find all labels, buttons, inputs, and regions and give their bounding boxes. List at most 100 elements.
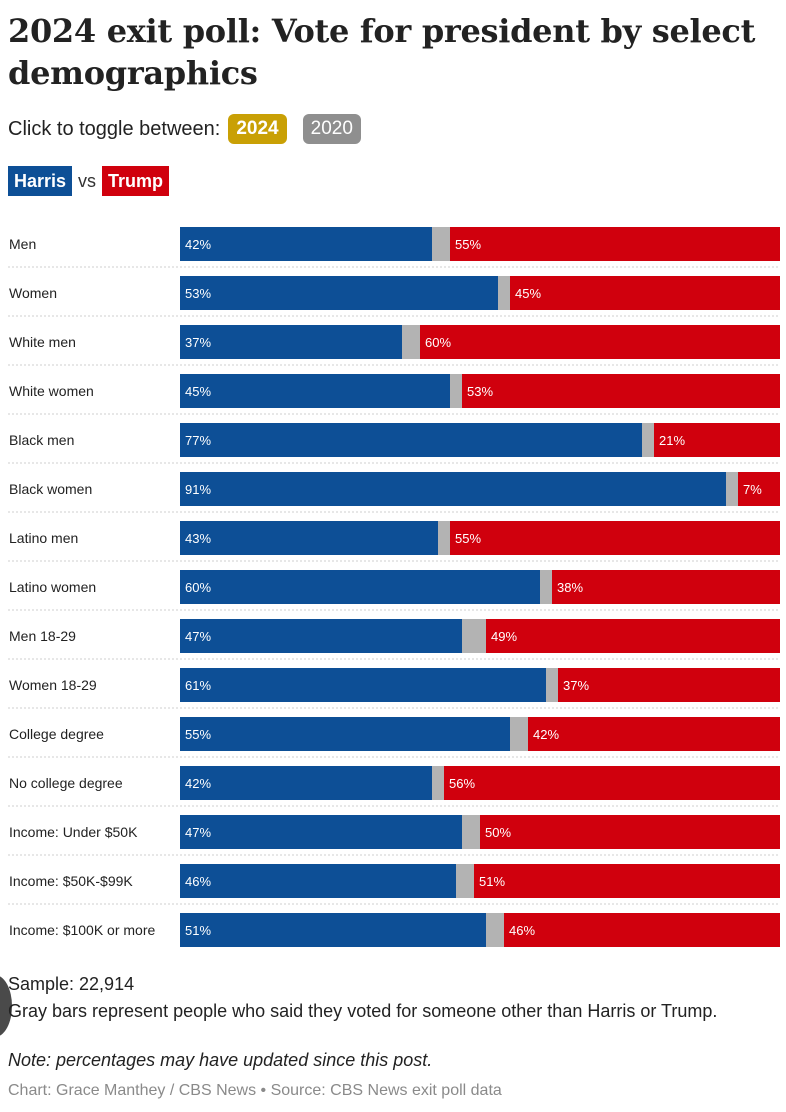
other-bar [402,325,420,359]
side-handle [0,975,12,1037]
trump-value-label: 55% [455,531,481,546]
harris-bar [180,374,450,408]
bar-row: Income: $100K or more 51% 46% [9,913,780,947]
trump-value-label: 50% [485,825,511,840]
gray-bars-note: Gray bars represent people who said they… [8,1001,718,1021]
harris-value-label: 42% [185,776,211,791]
trump-value-label: 55% [455,237,481,252]
update-note: Note: percentages may have updated since… [8,1050,433,1070]
harris-value-label: 37% [185,335,211,350]
category-label: Women 18-29 [9,677,97,693]
trump-bar [510,276,780,310]
bar-row: Income: Under $50K 47% 50% [8,815,780,856]
harris-bar [180,472,726,506]
category-label: White men [9,334,76,350]
category-label: Black men [9,432,74,448]
toggle-prompt: Click to toggle between: [8,117,221,140]
other-bar [432,766,444,800]
other-bar [462,815,480,849]
trump-value-label: 7% [743,482,762,497]
harris-value-label: 53% [185,286,211,301]
trump-bar [504,913,780,947]
chart-credit: Chart: Grace Manthey / CBS News • Source… [8,1082,502,1099]
harris-bar [180,913,486,947]
harris-value-label: 77% [185,433,211,448]
trump-bar [654,423,780,457]
category-label: College degree [9,726,104,742]
category-label: Latino men [9,530,78,546]
chart-title: 2024 exit poll: Vote for president by se… [8,12,756,92]
sample-size: Sample: 22,914 [8,974,135,994]
harris-value-label: 46% [185,874,211,889]
stacked-bar-chart: Men 42% 55%Women 53% 45%White men 37% 60%White… [8,227,780,947]
category-label: Men 18-29 [9,628,76,644]
harris-value-label: 45% [185,384,211,399]
harris-value-label: 91% [185,482,211,497]
trump-value-label: 37% [563,678,589,693]
other-bar [432,227,450,261]
trump-bar [480,815,780,849]
harris-value-label: 60% [185,580,211,595]
bar-row: No college degree 42% 56% [8,766,780,807]
harris-value-label: 47% [185,629,211,644]
bar-row: White women 45% 53% [8,374,780,415]
trump-bar [450,227,780,261]
legend-trump: Trump [102,166,170,196]
trump-value-label: 38% [557,580,583,595]
bar-row: Women 18-29 61% 37% [8,668,780,709]
trump-bar [450,521,780,555]
trump-bar [552,570,780,604]
toggle-2020-button[interactable]: 2020 [302,114,361,144]
harris-bar [180,325,402,359]
trump-value-label: 42% [533,727,559,742]
harris-bar [180,717,510,751]
harris-bar [180,227,432,261]
other-bar [498,276,510,310]
category-label: Men [9,236,36,252]
bar-row: Latino women 60% 38% [8,570,780,611]
other-bar [456,864,474,898]
trump-value-label: 56% [449,776,475,791]
category-label: Women [9,285,57,301]
harris-value-label: 55% [185,727,211,742]
harris-bar [180,570,540,604]
bar-row: Men 18-29 47% 49% [8,619,780,660]
harris-bar [180,619,462,653]
trump-bar [420,325,780,359]
harris-bar [180,766,432,800]
bar-row: White men 37% 60% [8,325,780,366]
toggle-2024-button[interactable]: 2024 [228,114,287,144]
other-bar [450,374,462,408]
category-label: White women [9,383,94,399]
bar-row: Income: $50K-$99K 46% 51% [8,864,780,905]
harris-bar [180,668,546,702]
trump-value-label: 46% [509,923,535,938]
harris-bar [180,521,438,555]
trump-value-label: 21% [659,433,685,448]
harris-bar [180,815,462,849]
trump-bar [486,619,780,653]
category-label: Income: Under $50K [9,824,138,840]
trump-value-label: 53% [467,384,493,399]
other-bar [438,521,450,555]
trump-bar [738,472,780,506]
trump-value-label: 49% [491,629,517,644]
bar-row: College degree 55% 42% [8,717,780,758]
harris-value-label: 51% [185,923,211,938]
category-label: Latino women [9,579,96,595]
category-label: Income: $50K-$99K [9,873,133,889]
trump-bar [558,668,780,702]
trump-bar [444,766,780,800]
bar-row: Women 53% 45% [8,276,780,317]
category-label: Black women [9,481,92,497]
trump-value-label: 60% [425,335,451,350]
harris-bar [180,864,456,898]
other-bar [726,472,738,506]
category-label: Income: $100K or more [9,922,156,938]
legend-harris: Harris [8,166,73,196]
trump-bar [528,717,780,751]
other-bar [540,570,552,604]
bar-row: Men 42% 55% [8,227,780,268]
harris-value-label: 61% [185,678,211,693]
bar-row: Latino men 43% 55% [8,521,780,562]
